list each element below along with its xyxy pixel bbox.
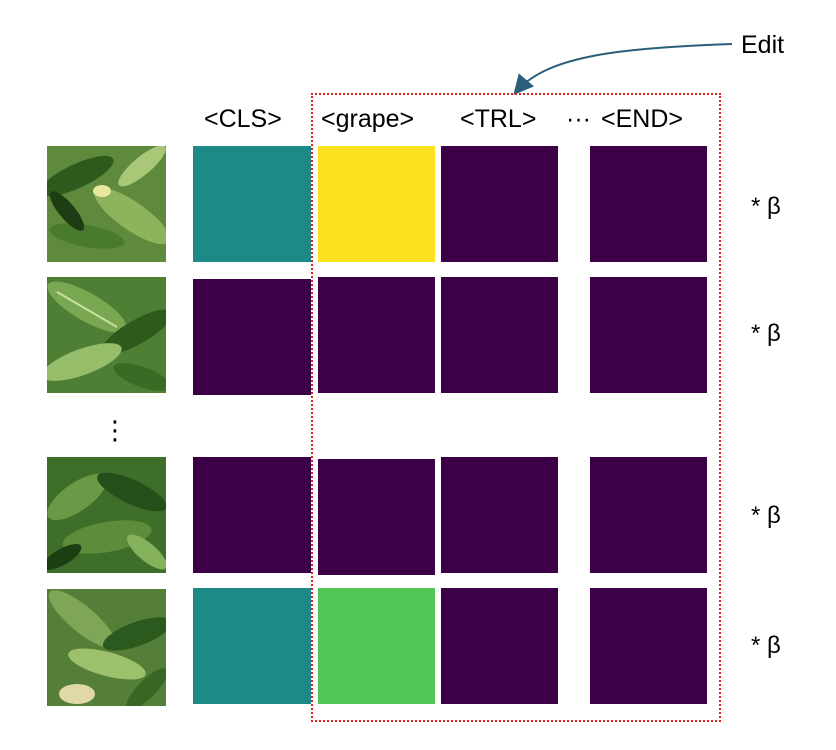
leaf-thumbnail-3	[47, 457, 166, 573]
beta-label-2: * β	[751, 320, 781, 347]
header-end: <END>	[601, 105, 683, 133]
header-ellipsis: ···	[566, 105, 591, 133]
rows-ellipsis: ⋮	[102, 415, 128, 445]
attention-cell-r3-trl	[441, 457, 558, 573]
attention-cell-r4-cls	[193, 588, 311, 704]
leaf-thumbnail-2	[47, 277, 166, 393]
beta-label-4: * β	[751, 632, 781, 659]
attention-cell-r1-grape	[318, 146, 435, 262]
attention-cell-r1-cls	[193, 146, 311, 262]
header-grape: <grape>	[321, 105, 415, 133]
attention-cell-r4-trl	[441, 588, 558, 704]
header-cls: <CLS>	[204, 105, 282, 133]
attention-cell-r1-trl	[441, 146, 558, 262]
attention-cell-r4-grape	[318, 588, 435, 704]
attention-cell-r1-end	[590, 146, 707, 262]
attention-cell-r3-end	[590, 457, 707, 573]
attention-cell-r3-cls	[193, 457, 311, 573]
leaf-thumbnail-4	[47, 589, 166, 706]
attention-cell-r2-end	[590, 277, 707, 393]
attention-cell-r2-trl	[441, 277, 558, 393]
edit-region-box	[311, 93, 721, 722]
beta-label-1: * β	[751, 193, 781, 220]
attention-cell-r2-cls	[193, 279, 311, 395]
header-trl: <TRL>	[460, 105, 537, 133]
beta-label-3: * β	[751, 502, 781, 529]
leaf-thumbnail-1	[47, 146, 166, 262]
attention-cell-r2-grape	[318, 277, 435, 393]
attention-cell-r4-end	[590, 588, 707, 704]
attention-cell-r3-grape	[318, 459, 435, 575]
edit-label: Edit	[741, 31, 785, 59]
